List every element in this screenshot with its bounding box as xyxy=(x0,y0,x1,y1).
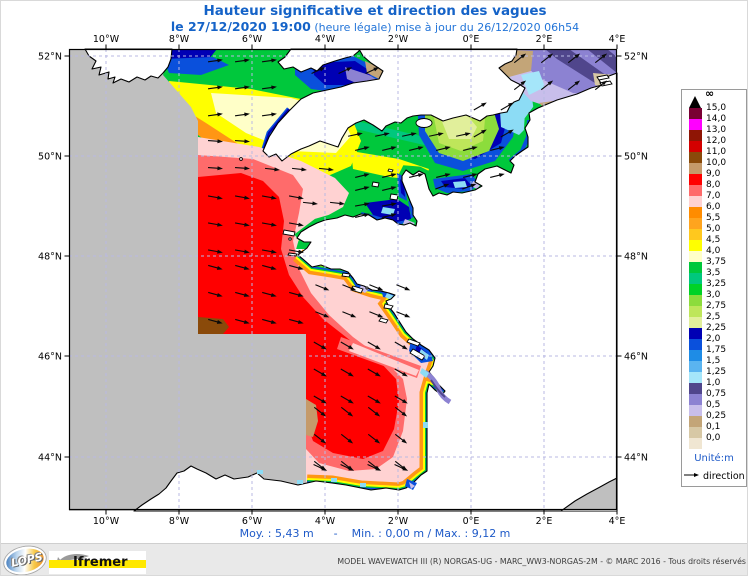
svg-text:48°N: 48°N xyxy=(38,252,62,263)
unit-label: Unité:m xyxy=(694,453,734,464)
model-credits: MODEL WAVEWATCH III (R) NORGAS-UG - MARC… xyxy=(337,557,746,566)
wave-height-map: 10°W 10°W 8°W 8°W 6°W 6°W 4°W 4°W 2°W 2°W 0°E 0°E 2°… xyxy=(38,34,648,527)
estuaries xyxy=(257,368,618,512)
lops-logo: LOPS xyxy=(1,542,49,575)
land-ireland xyxy=(84,48,173,84)
svg-text:2°W: 2°W xyxy=(388,34,409,45)
svg-text:48°N: 48°N xyxy=(624,252,648,263)
svg-text:4°E: 4°E xyxy=(609,516,626,527)
svg-text:10°W: 10°W xyxy=(93,516,120,527)
stat-min-max: Min. : 0,00 m / Max. : 9,12 m xyxy=(351,527,511,540)
wave-stats: Moy. : 5,43 m - Min. : 0,00 m / Max. : 9,1… xyxy=(1,527,747,540)
svg-text:46°N: 46°N xyxy=(624,352,648,363)
update-info: (heure légale) mise à jour du 26/12/2020… xyxy=(310,21,580,34)
svg-text:4°W: 4°W xyxy=(315,34,336,45)
svg-text:8°W: 8°W xyxy=(169,516,190,527)
scilly-isles xyxy=(239,157,243,161)
land xyxy=(84,48,618,512)
svg-text:52°N: 52°N xyxy=(38,52,62,63)
stat-mean: Moy. : 5,43 m xyxy=(239,527,314,540)
svg-text:50°N: 50°N xyxy=(38,152,62,163)
forecast-datetime: le 27/12/2020 19:00 xyxy=(170,19,311,34)
svg-text:0°E: 0°E xyxy=(463,34,480,45)
svg-text:52°N: 52°N xyxy=(624,52,648,63)
color-scale-legend: ∞ 15,0 14,0 13,0 12,0 11,0 10,0 9,0 8,0 7,0 6,0 5,… xyxy=(681,87,747,487)
svg-text:10°W: 10°W xyxy=(93,34,120,45)
ifremer-logo: Ifremer xyxy=(49,551,146,574)
svg-text:6°W: 6°W xyxy=(242,516,263,527)
direction-legend: direction xyxy=(684,471,745,482)
scale-bands: 15,0 14,0 13,0 12,0 11,0 10,0 9,0 8,0 7,0 6,0 5,5 5… xyxy=(689,103,726,449)
page-title: Hauteur significative et direction des v… xyxy=(203,3,547,19)
graticule xyxy=(69,49,617,510)
ifremer-name: Ifremer xyxy=(73,555,128,570)
svg-text:0°E: 0°E xyxy=(463,516,480,527)
direction-arrow-icon xyxy=(684,473,699,477)
map-frame xyxy=(68,48,618,511)
footer-bar: LOPS Ifremer MODEL WAVEWATCH III (R) NOR… xyxy=(1,542,747,575)
svg-text:50°N: 50°N xyxy=(624,152,648,163)
stat-separator: - xyxy=(333,527,338,540)
land-continent xyxy=(133,72,618,512)
axis-ticks-and-labels: 10°W 10°W 8°W 8°W 6°W 6°W 4°W 4°W 2°W 2°W 0°E 0°E 2°… xyxy=(38,34,648,527)
mediterranean-gray xyxy=(561,478,617,511)
islands xyxy=(239,74,613,361)
isle-of-wight xyxy=(415,118,433,128)
wave-direction-arrows xyxy=(207,53,608,471)
ifremer-yellow-band xyxy=(49,560,146,568)
svg-text:2°E: 2°E xyxy=(536,34,553,45)
svg-text:8°W: 8°W xyxy=(169,34,190,45)
svg-text:44°N: 44°N xyxy=(38,453,62,464)
svg-text:2°E: 2°E xyxy=(536,516,553,527)
infinity-label: ∞ xyxy=(705,87,715,100)
svg-text:2°W: 2°W xyxy=(388,516,409,527)
svg-text:46°N: 46°N xyxy=(38,352,62,363)
svg-text:44°N: 44°N xyxy=(624,453,648,464)
svg-text:6°W: 6°W xyxy=(242,34,263,45)
svg-text:4°E: 4°E xyxy=(609,34,626,45)
page-subtitle: le 27/12/2020 19:00 (heure légale) mise … xyxy=(1,19,747,34)
scale-top-triangle-icon xyxy=(689,96,701,108)
no-data-region xyxy=(69,49,306,511)
svg-text:4°W: 4°W xyxy=(315,516,336,527)
